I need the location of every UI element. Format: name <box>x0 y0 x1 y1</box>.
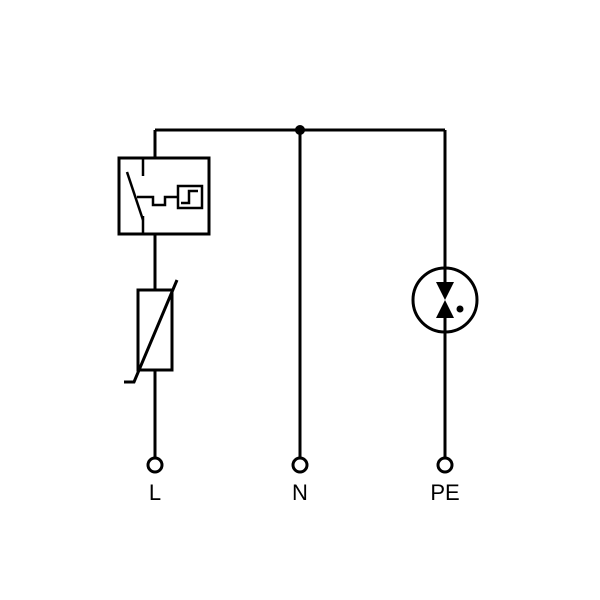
terminal-pe-label: PE <box>430 480 459 505</box>
spark-gap-tri-bottom <box>436 300 454 318</box>
circuit-diagram: L N PE <box>0 0 600 600</box>
varistor-characteristic <box>124 280 177 382</box>
terminal-l-circle <box>148 458 162 472</box>
terminal-n-label: N <box>292 480 308 505</box>
thermal-step-symbol <box>181 191 198 203</box>
spark-gap-tri-top <box>436 282 454 300</box>
terminal-l-label: L <box>149 480 161 505</box>
terminal-pe-circle <box>438 458 452 472</box>
disconnect-link <box>137 197 178 205</box>
terminal-n-circle <box>293 458 307 472</box>
spark-gap-dot <box>457 306 464 313</box>
circuit-svg: L N PE <box>0 0 600 600</box>
